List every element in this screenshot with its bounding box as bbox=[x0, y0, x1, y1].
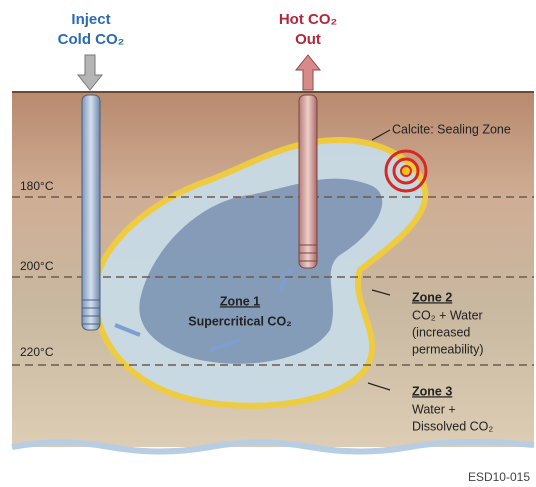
label: Cold CO₂ bbox=[58, 31, 125, 48]
temperature: 180°C bbox=[20, 179, 54, 193]
zone-title: Zone 2 bbox=[412, 290, 452, 304]
zone-text: permeability) bbox=[412, 342, 484, 356]
zone-arrow bbox=[371, 289, 391, 296]
temperature: 220°C bbox=[20, 345, 54, 359]
figure-id: ESD10-015 bbox=[468, 470, 530, 484]
target bbox=[384, 149, 428, 193]
zone-title: Zone 1 bbox=[220, 294, 260, 308]
zone-title: Zone 3 bbox=[412, 384, 452, 398]
callout-arrow bbox=[371, 129, 391, 141]
zone-text: (increased bbox=[412, 325, 470, 339]
label: Inject bbox=[71, 11, 110, 28]
plume bbox=[91, 136, 429, 409]
label: Out bbox=[295, 31, 321, 48]
zone-text: Supercritical CO₂ bbox=[188, 314, 292, 328]
callout: Calcite: Sealing Zone bbox=[392, 122, 511, 136]
zone-text: CO₂ + Water bbox=[412, 308, 483, 322]
zone-text: Dissolved CO₂ bbox=[412, 419, 493, 433]
zone-text: Water + bbox=[412, 402, 456, 416]
zone-arrow bbox=[367, 382, 391, 391]
label: Hot CO₂ bbox=[279, 11, 337, 28]
injection-well bbox=[76, 54, 104, 331]
temperature-lines bbox=[12, 196, 534, 366]
production-well bbox=[294, 54, 322, 269]
inject-label: Inject Cold CO₂ bbox=[58, 11, 125, 48]
temperature: 200°C bbox=[20, 259, 54, 273]
